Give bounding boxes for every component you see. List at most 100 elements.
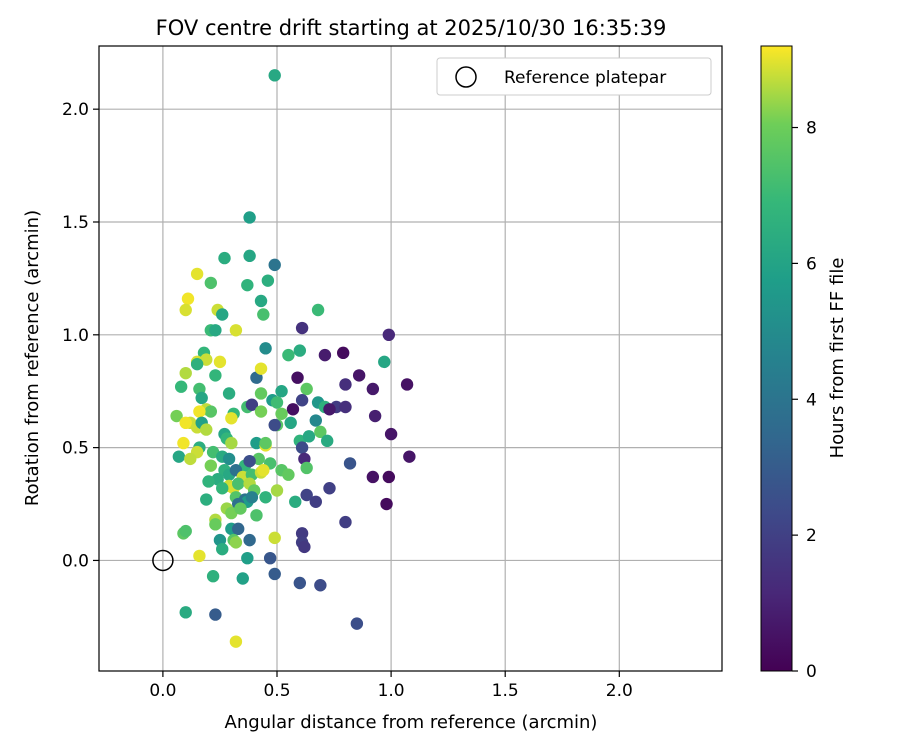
- scatter-point: [282, 348, 295, 362]
- scatter-point: [245, 491, 259, 504]
- scatter-point: [209, 369, 222, 382]
- scatter-point: [295, 527, 309, 540]
- colorbar-gradient: [760, 45, 793, 672]
- y-tick-label: 0.5: [62, 439, 89, 459]
- scatter-point: [259, 342, 272, 355]
- scatter-point: [243, 249, 256, 263]
- colorbar-tick-label: 6: [806, 254, 817, 274]
- scatter-point: [368, 409, 382, 423]
- scatter-point: [190, 357, 204, 371]
- scatter-point: [378, 355, 391, 369]
- scatter-point: [380, 497, 393, 511]
- scatter-point: [241, 278, 254, 292]
- scatter-point: [202, 475, 215, 488]
- scatter-point: [400, 378, 414, 391]
- scatter-point: [336, 346, 350, 360]
- scatter-point: [204, 405, 218, 418]
- colorbar-tick-label: 0: [806, 662, 817, 682]
- scatter-point: [243, 211, 256, 224]
- scatter-point: [190, 267, 204, 281]
- scatter-point: [314, 425, 327, 439]
- y-tick-label: 1.5: [62, 213, 89, 233]
- scatter-point: [270, 396, 284, 409]
- chart-title: FOV centre drift starting at 2025/10/30 …: [156, 16, 667, 40]
- scatter-point: [209, 608, 222, 621]
- scatter-point: [193, 405, 206, 418]
- scatter-point: [218, 251, 231, 265]
- scatter-point: [366, 470, 380, 484]
- x-tick-label: 2.0: [606, 681, 633, 701]
- scatter-point: [339, 515, 352, 529]
- y-axis-ticks: 0.0 0.5 1.0 1.5 2.0: [62, 100, 99, 571]
- scatter-point: [259, 491, 272, 504]
- scatter-point: [366, 382, 380, 396]
- scatter-point: [318, 348, 332, 362]
- scatter-point: [216, 308, 229, 321]
- scatter-point: [275, 407, 288, 420]
- scatter-point: [268, 258, 281, 272]
- scatter-point: [213, 355, 227, 369]
- legend-box: [436, 57, 712, 96]
- scatter-point: [250, 509, 263, 522]
- plot-frame: [98, 45, 723, 672]
- scatter-point: [243, 454, 256, 468]
- scatter-point: [195, 391, 208, 405]
- colorbar-tick-label: 4: [806, 390, 817, 410]
- scatter-point: [259, 436, 272, 450]
- scatter-point: [293, 344, 307, 357]
- scatter-point: [257, 308, 270, 321]
- scatter-point: [179, 606, 192, 619]
- scatter-point: [234, 502, 247, 515]
- scatter-point: [216, 542, 229, 556]
- scatter-point: [293, 576, 307, 590]
- scatter-point: [232, 522, 245, 536]
- scatter-point: [179, 366, 192, 380]
- scatter-point: [350, 617, 364, 630]
- scatter-point: [193, 549, 206, 563]
- scatter-point: [382, 470, 396, 484]
- scatter-point: [241, 551, 254, 565]
- scatter-point: [170, 409, 183, 423]
- y-axis-label: Rotation from reference (arcmin): [22, 210, 43, 506]
- scatter-point: [270, 484, 284, 497]
- scatter-point: [295, 321, 309, 335]
- scatter-point: [225, 412, 238, 425]
- scatter-point: [177, 436, 190, 450]
- scatter-point: [298, 540, 311, 554]
- scatter-point: [172, 450, 186, 463]
- legend: Reference platepar: [436, 57, 712, 96]
- scatter-point: [323, 403, 336, 416]
- scatter-point: [181, 292, 195, 305]
- scatter-point: [339, 400, 352, 414]
- y-tick-label: 2.0: [62, 100, 89, 120]
- scatter-point: [254, 362, 268, 375]
- scatter-point: [174, 380, 188, 393]
- scatter-point: [222, 387, 236, 400]
- scatter-point: [295, 394, 309, 407]
- legend-label: Reference platepar: [504, 68, 666, 88]
- scatter-point: [268, 567, 281, 581]
- scatter-point: [209, 324, 222, 337]
- scatter-point: [216, 482, 229, 495]
- scatter-point: [309, 414, 322, 427]
- scatter-point: [229, 635, 243, 648]
- scatter-point: [254, 294, 268, 308]
- scatter-point: [257, 463, 270, 477]
- scatter-point: [229, 324, 243, 337]
- scatter-point: [284, 416, 297, 430]
- y-tick-label: 0.0: [62, 551, 89, 571]
- scatter-point: [179, 524, 192, 538]
- scatter-point: [254, 387, 268, 400]
- data-points: [170, 69, 416, 648]
- scatter-point: [300, 488, 313, 502]
- scatter-point: [268, 418, 281, 432]
- colorbar-tick-label: 2: [806, 526, 817, 546]
- scatter-point: [179, 303, 192, 317]
- y-tick-label: 1.0: [62, 326, 89, 346]
- scatter-point: [209, 518, 222, 531]
- scatter-point: [286, 403, 300, 416]
- x-tick-label: 0.5: [263, 681, 290, 701]
- scatter-point: [323, 482, 336, 495]
- scatter-point: [339, 378, 352, 391]
